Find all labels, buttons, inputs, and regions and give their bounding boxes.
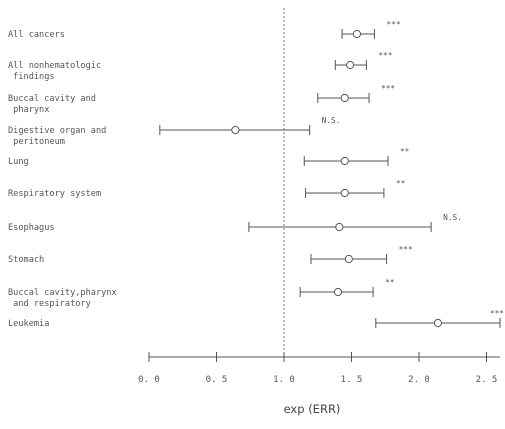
x-axis-title: exp (ERR) [284,402,341,416]
row-label-line: Buccal cavity,pharynx [8,288,117,298]
row-label-line: and respiratory [8,299,91,309]
x-tick-label: 2. 5 [476,375,498,385]
x-tick-label: 0. 5 [206,375,228,385]
row-label: Digestive organ and peritoneum [8,126,106,147]
row-label-line: Buccal cavity and [8,94,96,104]
forest-row: Leukemia *** [8,309,504,329]
significance-label: *** [386,20,400,29]
x-tick-label: 2. 0 [408,375,430,385]
significance-label: *** [490,309,504,318]
significance-label: N.S. [443,213,462,222]
significance-label: ** [385,278,395,287]
x-axis-group: 0. 0 0. 5 1. 0 1. 5 2. 0 2. 5 [138,352,500,385]
point-estimate [340,93,349,103]
significance-label: N.S. [322,116,341,125]
forest-row: All cancers *** [8,20,401,40]
x-tick-label: 0. 0 [138,375,160,385]
forest-row: Respiratory system ** [8,179,406,199]
row-label-line: All cancers [8,30,65,40]
row-label-line: Respiratory system [8,189,101,199]
significance-label: ** [400,147,410,156]
forest-row: Digestive organ and peritoneum N.S. [8,116,340,147]
significance-label: *** [378,51,392,60]
point-estimate [335,222,344,232]
row-label-line: findings [8,72,55,82]
forest-row: Lung ** [8,147,410,167]
row-label: Stomach [8,255,44,265]
forest-row: Esophagus N.S. [8,213,462,233]
row-label: Lung [8,157,29,167]
significance-label: *** [399,245,413,254]
row-label-line: Leukemia [8,319,49,329]
point-estimate [340,156,349,166]
point-estimate [231,125,240,135]
row-label-line: pharynx [8,105,49,115]
row-label-line: Stomach [8,255,44,265]
forest-row: Buccal cavity,pharynx and respiratory ** [8,278,395,309]
row-label-line: Lung [8,157,29,167]
row-label: Respiratory system [8,189,101,199]
forest-row: Buccal cavity and pharynx *** [8,84,395,115]
row-label-line: All nonhematologic [8,61,101,71]
point-estimate [346,60,355,70]
row-label-line: Digestive organ and [8,126,106,136]
row-label: All cancers [8,30,65,40]
point-estimate [333,287,343,297]
rows-group: All cancers***All nonhematologic finding… [8,20,504,329]
x-tick-label: 1. 5 [341,375,363,385]
row-label: All nonhematologic findings [8,61,101,82]
point-estimate [433,318,442,328]
point-estimate [344,254,353,264]
row-label-line: Esophagus [8,223,55,233]
row-label: Buccal cavity,pharynx and respiratory [8,288,117,309]
significance-label: ** [396,179,406,188]
row-label: Leukemia [8,319,49,329]
row-label: Esophagus [8,223,55,233]
point-estimate [340,188,349,198]
point-estimate [352,29,361,39]
forest-row: All nonhematologic findings *** [8,51,393,82]
significance-label: *** [381,84,395,93]
forest-row: Stomach *** [8,245,413,265]
x-tick-label: 1. 0 [273,375,295,385]
row-label-line: peritoneum [8,137,65,147]
row-label: Buccal cavity and pharynx [8,94,96,115]
